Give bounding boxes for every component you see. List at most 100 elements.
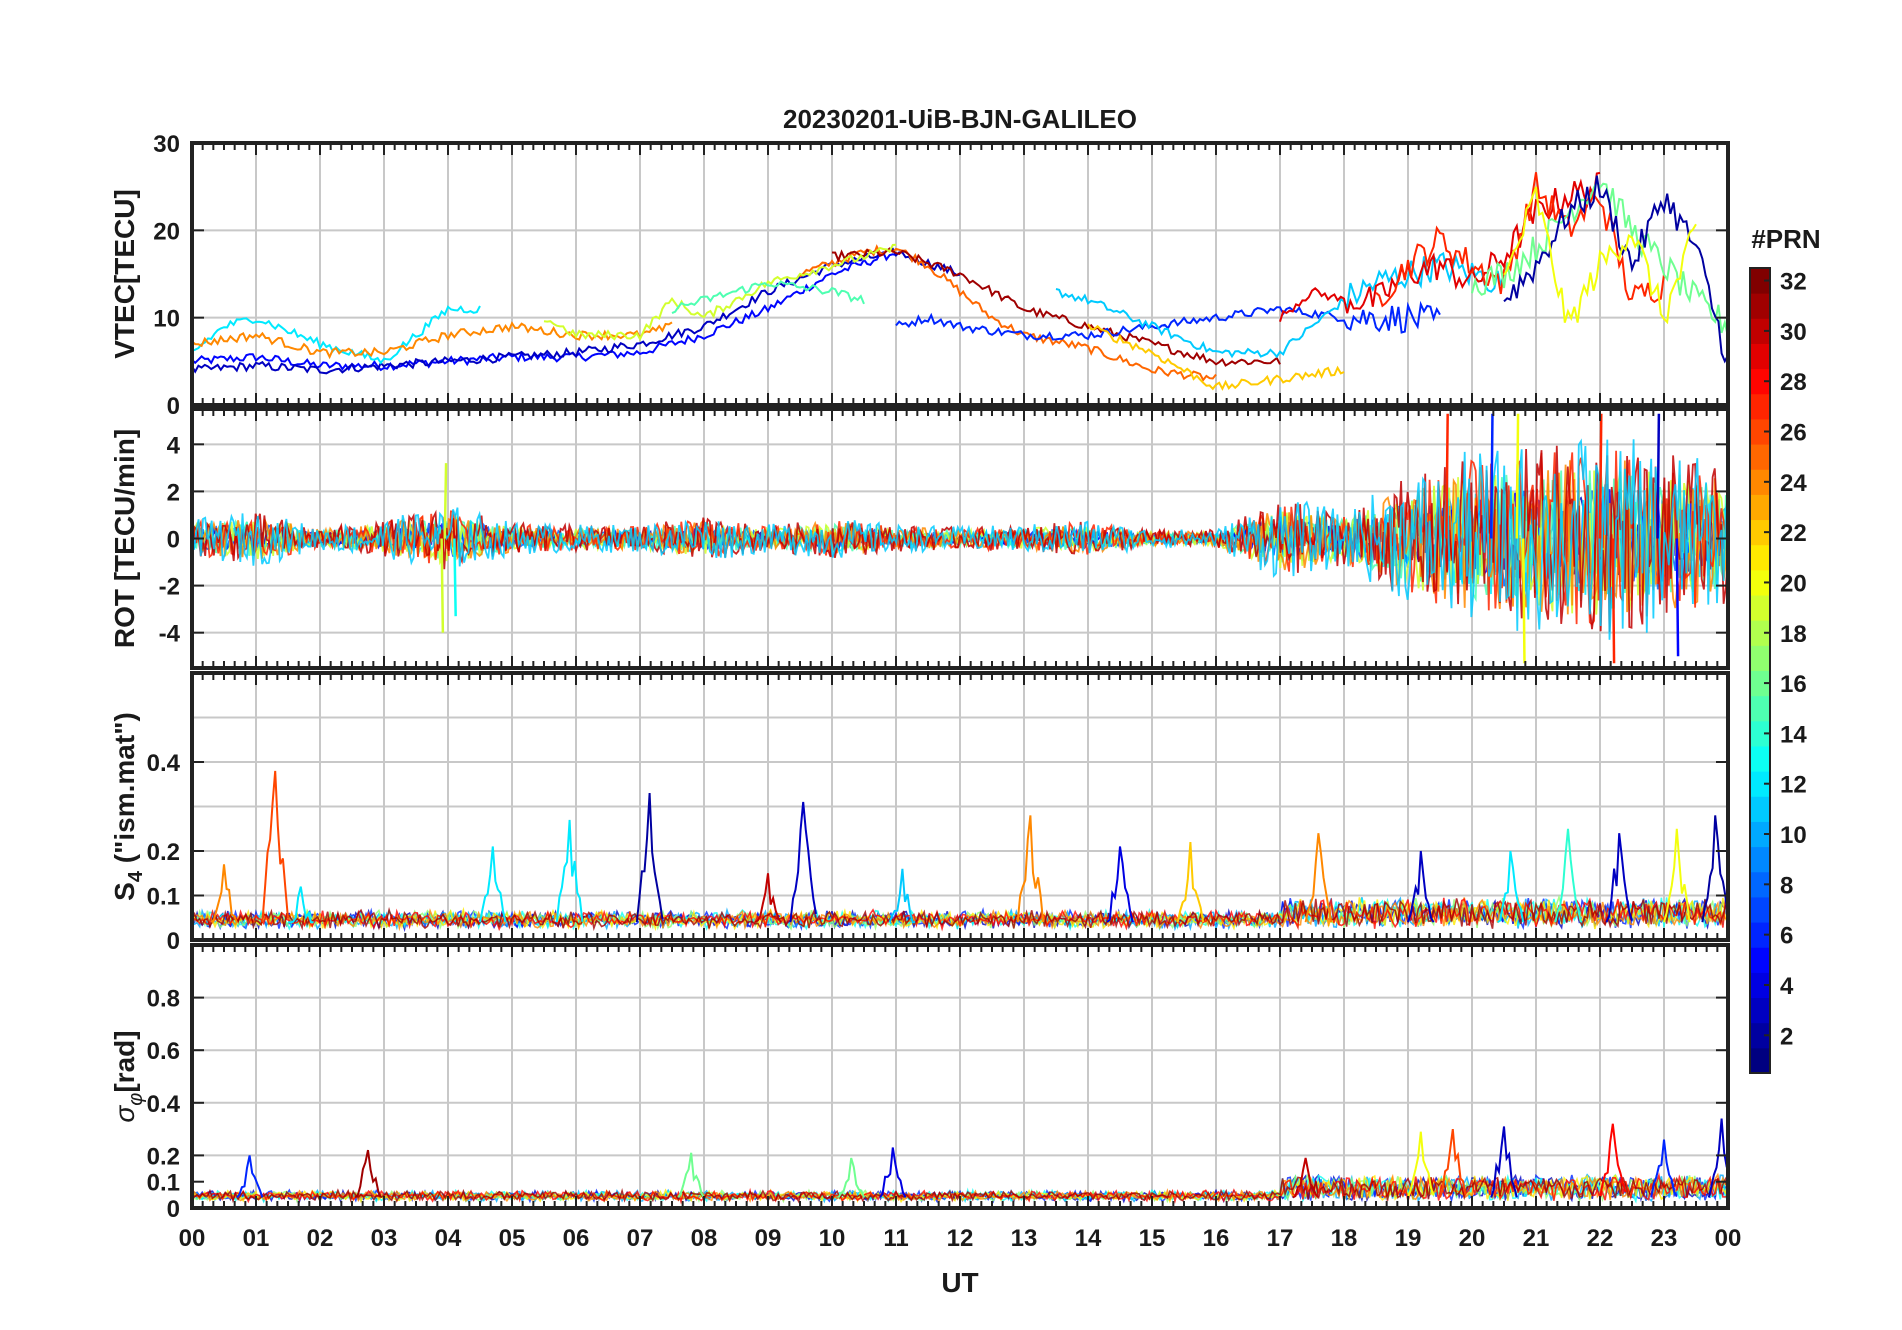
- s4-plot-area: [192, 770, 1728, 933]
- y-tick-label: 0.1: [147, 884, 180, 911]
- colorbar-swatch: [1750, 268, 1770, 294]
- colorbar-swatch: [1750, 796, 1770, 822]
- x-tick-label: 13: [1011, 1225, 1038, 1252]
- x-tick-label: 05: [499, 1225, 526, 1252]
- rot-y-axis-label: ROT [TECU/min]: [109, 429, 140, 648]
- x-tick-label: 12: [947, 1225, 974, 1252]
- s4-spike: [1663, 828, 1691, 923]
- s4-spike: [754, 873, 782, 924]
- vtec-plot-area: [192, 171, 1728, 391]
- rot-spike: [1656, 413, 1661, 539]
- colorbar-swatch: [1750, 670, 1770, 697]
- vtec-y-axis-label: VTEC[TECU]: [109, 189, 140, 359]
- chart-title: 20230201-UiB-BJN-GALILEO: [783, 104, 1137, 134]
- colorbar-tick-label: 18: [1780, 621, 1807, 648]
- colorbar-swatch: [1750, 972, 1770, 999]
- s4-spike: [1407, 850, 1435, 923]
- sigma-spike: [1490, 1126, 1518, 1198]
- sigma-spike: [1407, 1131, 1435, 1198]
- vtec-series-prn-6: [895, 300, 1441, 341]
- y-tick-label: 4: [167, 432, 181, 459]
- colorbar-frame: [1749, 267, 1771, 1074]
- x-tick-label: 10: [819, 1225, 846, 1252]
- colorbar-swatch: [1750, 1022, 1770, 1049]
- colorbar-swatch: [1750, 318, 1770, 344]
- colorbar-swatch: [1750, 469, 1770, 495]
- y-tick-label: 0: [167, 928, 180, 955]
- y-tick-label: 0.6: [147, 1038, 180, 1065]
- y-tick-label: 0: [167, 393, 180, 420]
- s4-series-prn-28: [192, 897, 1728, 932]
- s4-spike: [1701, 815, 1728, 923]
- colorbar-tick-label: 14: [1780, 721, 1807, 748]
- rot-spike: [443, 463, 448, 539]
- x-tick-label: 04: [435, 1225, 462, 1252]
- x-tick-label: 20: [1459, 1225, 1486, 1252]
- x-tick-label: 14: [1075, 1225, 1102, 1252]
- colorbar-tick-label: 4: [1780, 973, 1794, 1000]
- s4-spike: [210, 864, 238, 923]
- x-tick-label: 08: [691, 1225, 718, 1252]
- colorbar-swatch: [1750, 418, 1770, 445]
- sigma-spike: [879, 1147, 907, 1199]
- y-tick-label: 10: [153, 306, 180, 333]
- s4-spike: [789, 801, 817, 923]
- x-tick-label: 07: [627, 1225, 654, 1252]
- rot-spike: [440, 538, 445, 633]
- s4-spike: [635, 793, 664, 923]
- rot-spike: [1598, 413, 1603, 539]
- rot-spike: [1489, 413, 1494, 539]
- x-tick-label: 17: [1267, 1225, 1294, 1252]
- colorbar-swatch: [1750, 293, 1770, 319]
- colorbar-swatch: [1750, 343, 1770, 370]
- vtec-series-prn-24: [192, 321, 673, 360]
- x-tick-label: 00: [1715, 1225, 1742, 1252]
- colorbar-swatch: [1750, 695, 1770, 722]
- rot-series-prn-11: [192, 438, 1728, 640]
- colorbar-swatch: [1750, 569, 1770, 596]
- vtec-series-prn-22: [1087, 323, 1345, 391]
- s4-spike: [1554, 828, 1582, 923]
- vtec-series-prn-2: [1503, 175, 1728, 364]
- vtec-series-prn-12: [192, 305, 481, 365]
- y-tick-label: -2: [159, 574, 180, 601]
- colorbar-tick-label: 28: [1780, 369, 1807, 396]
- sigma-spike: [677, 1152, 705, 1199]
- colorbar-swatch: [1750, 444, 1770, 470]
- vtec-series-prn-31: [831, 247, 1281, 367]
- y-tick-label: 0.1: [147, 1170, 180, 1197]
- y-tick-label: 0: [167, 1196, 180, 1223]
- colorbar-tick-label: 12: [1780, 772, 1807, 799]
- x-axis-label: UT: [941, 1267, 978, 1298]
- s4-spike: [1605, 833, 1633, 923]
- rot-spike: [1675, 538, 1680, 657]
- sigma-y-axis-label: σφ[rad]: [109, 1030, 147, 1122]
- sigma-spike: [1599, 1123, 1627, 1198]
- s4-spike: [555, 819, 584, 923]
- colorbar-swatch: [1750, 519, 1770, 546]
- sigma-series-prn-31: [192, 1175, 1728, 1204]
- s4-panel: 0 0.1 0.2 0.4S4 ("ism.mat"): [109, 671, 1730, 955]
- colorbar-swatch: [1750, 771, 1770, 797]
- vtec-series-prn-15: [671, 280, 865, 315]
- vtec-series-prn-27: [1375, 172, 1665, 308]
- colorbar-swatch: [1750, 645, 1770, 671]
- y-tick-label: 0.2: [147, 839, 180, 866]
- colorbar-label: #PRN: [1751, 224, 1820, 254]
- rot-spike: [1515, 413, 1520, 539]
- vtec-series-prn-5: [192, 251, 897, 372]
- colorbar-tick-label: 32: [1780, 269, 1807, 296]
- y-tick-label: 0.8: [147, 986, 180, 1013]
- sigma-spike: [236, 1155, 264, 1199]
- rot-spike: [1445, 413, 1449, 539]
- x-tick-label: 06: [563, 1225, 590, 1252]
- x-tick-label: 09: [755, 1225, 782, 1252]
- sigma-spike: [1707, 1118, 1728, 1198]
- colorbar-swatch: [1750, 922, 1770, 948]
- x-tick-label: 00: [179, 1225, 206, 1252]
- s4-spike: [479, 846, 507, 923]
- colorbar-swatch: [1750, 720, 1770, 747]
- vtec-series-prn-11: [1055, 251, 1505, 359]
